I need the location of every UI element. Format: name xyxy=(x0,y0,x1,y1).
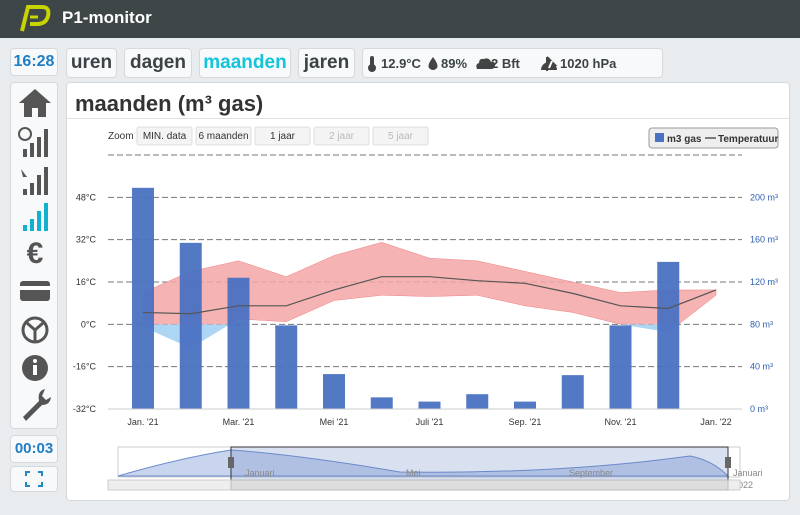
y2-tick-label: 40 m³ xyxy=(750,362,773,372)
nav-icons[interactable]: € xyxy=(15,87,55,425)
fullscreen-button[interactable] xyxy=(10,466,58,492)
app-title: P1-monitor xyxy=(62,8,152,27)
clock: 16:28 xyxy=(10,48,58,76)
zoom-button[interactable] xyxy=(313,126,370,146)
tab[interactable]: uren xyxy=(66,48,117,78)
y2-tick-label: 160 m³ xyxy=(750,235,778,245)
x-tick-label: Jan. '21 xyxy=(127,417,158,427)
x-tick-label: Mar. '21 xyxy=(223,417,255,427)
x-tick-label: Sep. '21 xyxy=(509,417,542,427)
bar xyxy=(132,187,154,409)
divider xyxy=(67,118,789,119)
sidebar: € xyxy=(10,82,58,429)
bar xyxy=(227,277,250,409)
y-tick-label: 32°C xyxy=(76,235,97,245)
svg-text:€: € xyxy=(27,237,44,270)
temperature-line xyxy=(142,276,717,315)
timer: 00:03 xyxy=(10,435,58,463)
header: P1-monitor xyxy=(0,0,800,38)
weather-temperature: 12.9°C xyxy=(381,56,421,71)
bar xyxy=(179,242,202,409)
weather-pressure: 1020 hPa xyxy=(560,56,617,71)
y-tick-label: -32°C xyxy=(73,404,97,414)
navigator-label: 2022 xyxy=(733,480,753,490)
bar xyxy=(466,394,489,409)
y-tick-label: 0°C xyxy=(81,319,97,329)
bar xyxy=(370,397,393,409)
y-tick-label: 48°C xyxy=(76,192,97,202)
y2-tick-label: 0 m³ xyxy=(750,404,768,414)
y2-tick-label: 80 m³ xyxy=(750,319,773,329)
navigator-label: Januari xyxy=(245,468,275,478)
x-tick-label: Jan. '22 xyxy=(700,417,731,427)
bar xyxy=(561,375,584,409)
x-tick-label: Nov. '21 xyxy=(604,417,636,427)
logo xyxy=(20,5,51,32)
zoom-button[interactable] xyxy=(195,126,252,146)
navigator-label: Mei xyxy=(406,468,421,478)
tab[interactable]: dagen xyxy=(124,48,192,78)
zoom-button-label[interactable]: 5 jaar xyxy=(388,131,414,142)
y2-tick-label: 120 m³ xyxy=(750,277,778,287)
zoom-label: Zoom xyxy=(108,131,134,142)
tab[interactable]: jaren xyxy=(298,48,355,78)
bar xyxy=(657,261,680,409)
navigator-handle[interactable] xyxy=(725,457,731,468)
legend-swatch xyxy=(655,133,664,142)
gauge-icon xyxy=(541,60,557,70)
zoom-button-label[interactable]: MIN. data xyxy=(143,131,187,142)
weather-humidity: 89% xyxy=(441,56,468,71)
y-tick-label: 16°C xyxy=(76,277,97,287)
zoom-button-label[interactable]: 1 jaar xyxy=(270,131,296,142)
y-tick-label: -16°C xyxy=(73,362,97,372)
navigator-handle[interactable] xyxy=(228,457,234,468)
bar xyxy=(609,325,632,409)
fullscreen-icon xyxy=(25,471,43,487)
x-tick-label: Mei '21 xyxy=(320,417,349,427)
bar xyxy=(418,401,441,409)
panel-title: maanden (m³ gas) xyxy=(75,91,264,116)
weather-wind: 2 Bft xyxy=(491,56,520,71)
zoom-button-label[interactable]: 2 jaar xyxy=(329,131,355,142)
bar xyxy=(514,401,536,409)
temperature-range xyxy=(142,242,717,325)
tab-active[interactable]: maanden xyxy=(199,48,291,78)
navigator-series xyxy=(117,449,730,477)
navigator-label: September xyxy=(569,468,613,478)
bar xyxy=(323,374,345,409)
x-tick-label: Juli '21 xyxy=(416,417,444,427)
zoom-button[interactable] xyxy=(372,126,429,146)
legend-label: m3 gas xyxy=(667,134,702,145)
scrollbar-thumb[interactable] xyxy=(230,479,729,491)
zoom-button[interactable] xyxy=(136,126,193,146)
y2-tick-label: 200 m³ xyxy=(750,192,778,202)
weather-bar: 12.9°C 89% 2 Bft 1020 hPa xyxy=(362,48,663,78)
legend-label: Temperatuur xyxy=(718,134,778,145)
bar xyxy=(275,325,298,409)
zoom-button[interactable] xyxy=(254,126,311,146)
zoom-button-label[interactable]: 6 maanden xyxy=(198,131,248,142)
navigator-label: Januari xyxy=(733,468,763,478)
